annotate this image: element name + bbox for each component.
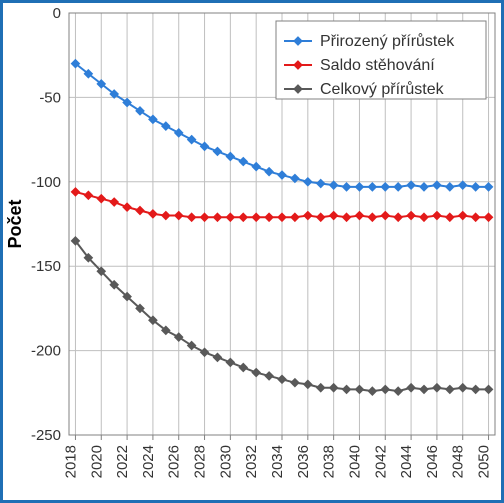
legend-label: Saldo stěhování <box>320 57 435 74</box>
line-chart: 0 -50 -100 -150 -200 -2502018 2020 2022 2024 2026… <box>3 3 501 500</box>
x-tick-label: 2018 <box>62 445 79 478</box>
x-tick-label: 2026 <box>166 445 183 478</box>
x-tick-label: 2028 <box>192 445 209 478</box>
x-tick-label: 2040 <box>346 445 363 478</box>
x-tick-label: 2036 <box>295 445 312 478</box>
x-tick-label: 2048 <box>450 445 467 478</box>
x-tick-label: 2034 <box>269 445 286 478</box>
x-tick-label: 2044 <box>398 445 415 478</box>
legend-label: Přirozený přírůstek <box>320 32 455 50</box>
x-tick-label: 2030 <box>217 445 234 478</box>
x-tick-label: 2050 <box>476 445 493 478</box>
x-tick-label: 2042 <box>372 445 389 478</box>
chart-frame: 0 -50 -100 -150 -200 -2502018 2020 2022 2024 2026… <box>0 0 504 503</box>
y-tick-label: -150 <box>31 258 61 275</box>
x-tick-label: 2038 <box>321 445 338 478</box>
y-tick-label: -100 <box>31 174 61 191</box>
y-axis-title: Počet <box>5 199 25 248</box>
legend-label: Celkový přírůstek <box>320 80 445 98</box>
x-tick-label: 2020 <box>88 445 105 478</box>
x-tick-label: 2022 <box>114 445 131 478</box>
x-tick-label: 2032 <box>243 445 260 478</box>
y-tick-label: -200 <box>31 343 61 360</box>
y-tick-label: 0 <box>53 5 61 22</box>
y-tick-label: -50 <box>39 89 61 106</box>
legend: Přirozený přírůstek Saldo stěhování Celkov… <box>276 21 486 99</box>
x-tick-label: 2046 <box>424 445 441 478</box>
x-tick-label: 2024 <box>140 445 157 478</box>
y-tick-label: -250 <box>31 427 61 444</box>
